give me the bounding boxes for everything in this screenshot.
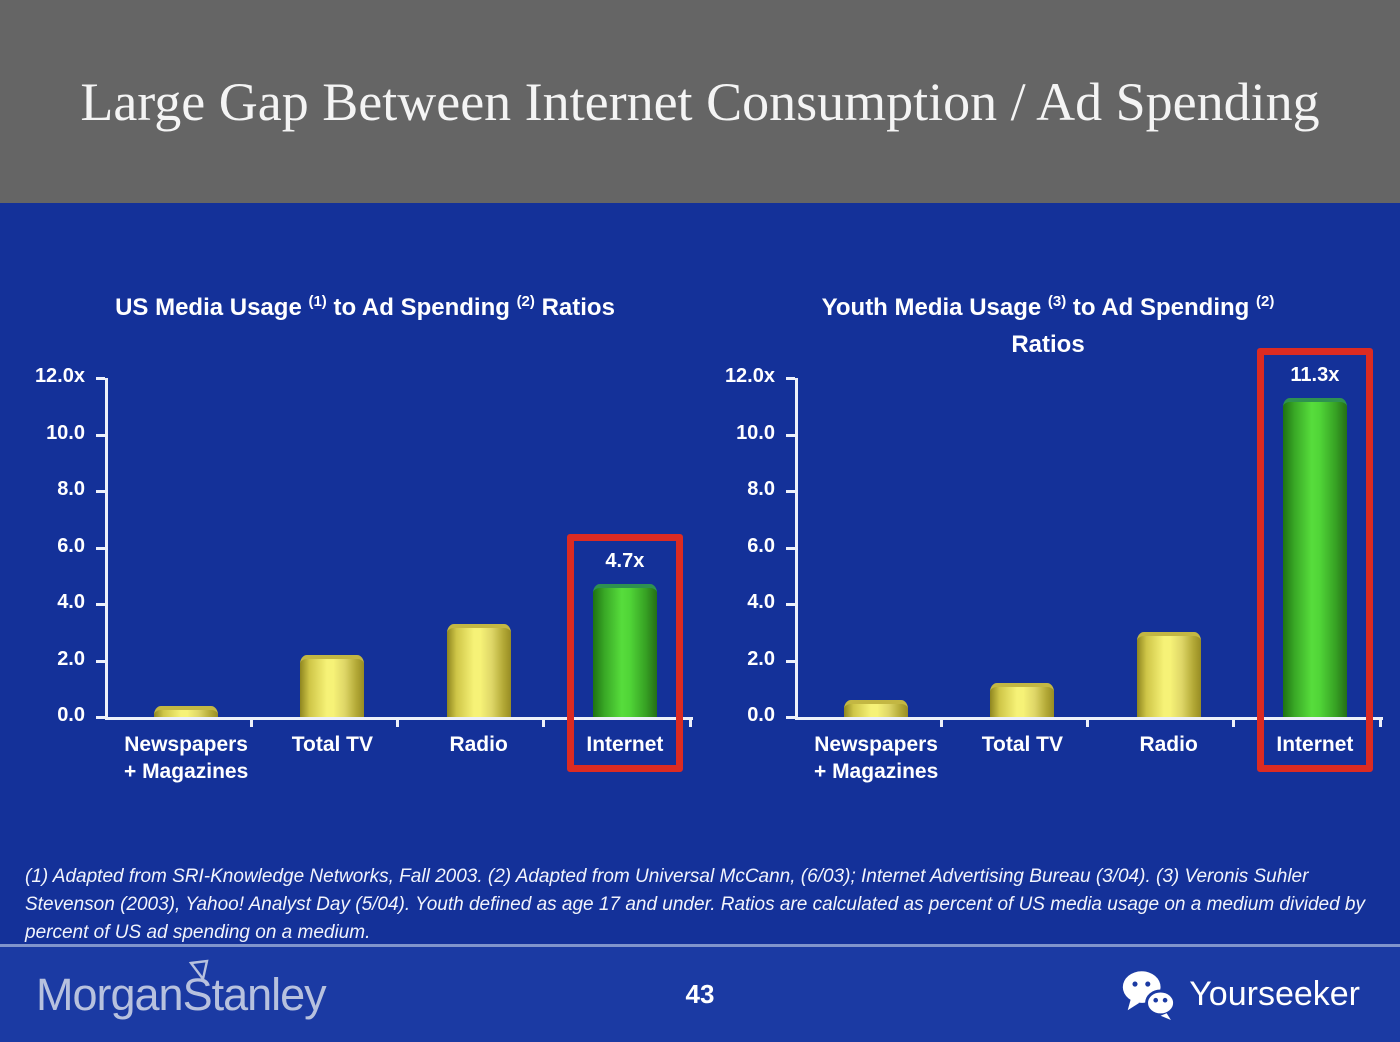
- x-axis-tick: [1378, 717, 1382, 727]
- x-axis-line: [795, 717, 1383, 720]
- category-label-newspapers-magazines: Newspapers + Magazines: [123, 733, 249, 783]
- y-axis-line: [795, 378, 798, 720]
- title-text: Youth Media Usage: [821, 294, 1048, 321]
- y-tick-label: 8.0: [57, 478, 85, 500]
- morgan-stanley-logo: MorganStanley: [36, 959, 327, 1021]
- y-axis-tick: [96, 546, 105, 550]
- morgan-stanley-logo-part2: Stanley: [182, 968, 327, 1020]
- title-superscript: (2): [516, 293, 535, 310]
- x-axis-tick: [688, 717, 692, 727]
- footnote: (1) Adapted from SRI-Knowledge Networks,…: [25, 866, 1365, 943]
- highlight-value-label: 11.3x: [1290, 363, 1340, 386]
- title-superscript: (3): [1047, 293, 1067, 310]
- bar-newspapers-magazines: [154, 705, 219, 717]
- title-text: to Ad Spending: [326, 294, 517, 321]
- y-axis-tick: [786, 377, 795, 380]
- y-tick-label: 2.0: [747, 647, 775, 670]
- y-axis-tick: [96, 490, 105, 493]
- us-media-usage-chart: 12.0x 10.0 8.0 6.0 4.0 2.0 0.0 Newspapers + Mag…: [35, 365, 693, 783]
- x-axis-tick: [249, 717, 253, 727]
- y-tick-label: 4.0: [57, 591, 85, 613]
- page-number: 43: [685, 979, 715, 1009]
- category-label-radio: Radio: [1139, 733, 1198, 756]
- youth-media-usage-chart: 12.0x 10.0 8.0 6.0 4.0 2.0 0.0 Newspapers + Mag…: [725, 347, 1383, 783]
- bar-total-tv: [300, 654, 365, 717]
- highlight-red-box: [566, 534, 683, 772]
- x-axis-tick: [939, 717, 943, 727]
- category-label-radio: Radio: [449, 733, 508, 756]
- y-axis-tick: [96, 659, 105, 663]
- y-axis-line: [105, 378, 108, 720]
- category-label-internet: Internet: [1276, 733, 1354, 756]
- y-axis-tick: [786, 603, 795, 606]
- y-tick-label: 0.0: [747, 704, 775, 726]
- category-label-total-tv: Total TV: [981, 733, 1064, 756]
- title-text: US Media Usage: [115, 294, 309, 321]
- y-axis-tick: [786, 716, 795, 719]
- yourseeker-label: Yourseeker: [1189, 975, 1360, 1013]
- bar-radio: [446, 623, 511, 717]
- yourseeker-brand: Yourseeker: [1121, 970, 1360, 1020]
- morgan-stanley-triangle-icon: [188, 959, 209, 982]
- highlight-red-box: [1256, 347, 1373, 772]
- title-text: Ratios: [1011, 331, 1085, 358]
- x-axis-tick: [396, 717, 399, 727]
- x-axis-tick: [1086, 717, 1089, 727]
- y-axis-tick: [96, 433, 105, 437]
- title-text: to Ad Spending: [1066, 294, 1256, 321]
- y-axis-tick: [96, 603, 105, 606]
- y-tick-label: 0.0: [57, 704, 85, 726]
- y-axis-tick: [786, 433, 795, 437]
- wechat-icon: [1123, 970, 1177, 1020]
- category-label-internet: Internet: [586, 733, 664, 756]
- title-text: Ratios: [534, 294, 615, 321]
- slide-body: US Media Usage (1) to Ad Spending (2) Ra…: [0, 203, 1400, 944]
- bar-radio: [1136, 632, 1201, 717]
- category-label-newspapers-magazines: Newspapers + Magazines: [813, 733, 939, 783]
- x-axis-tick: [1232, 717, 1236, 727]
- y-tick-label: 12.0x: [724, 365, 775, 387]
- y-tick-label: 4.0: [747, 591, 775, 613]
- title-superscript: (2): [1256, 293, 1275, 310]
- y-axis-tick: [96, 377, 105, 380]
- bar-newspapers-magazines: [844, 700, 909, 717]
- y-tick-label: 12.0x: [34, 365, 85, 387]
- y-tick-label: 10.0: [736, 421, 775, 444]
- x-axis-tick: [542, 717, 546, 727]
- slide-header: Large Gap Between Internet Consumption /…: [0, 0, 1400, 203]
- y-axis-tick: [786, 546, 795, 550]
- youth-media-chart-title: Youth Media Usage (3) to Ad Spending (2)…: [758, 291, 1338, 362]
- slide-title: Large Gap Between Internet Consumption /…: [80, 71, 1320, 132]
- bar-total-tv: [990, 683, 1055, 717]
- y-tick-label: 10.0: [46, 421, 85, 444]
- us-media-chart-title: US Media Usage (1) to Ad Spending (2) Ra…: [40, 291, 690, 328]
- morgan-stanley-logo-part1: Morgan: [36, 968, 184, 1020]
- y-axis-tick: [786, 490, 795, 493]
- y-axis-tick: [96, 716, 105, 719]
- y-tick-label: 6.0: [57, 534, 85, 557]
- bar-internet: [1282, 397, 1347, 717]
- y-tick-label: 6.0: [747, 534, 775, 557]
- bar-internet: [592, 584, 657, 717]
- category-label-total-tv: Total TV: [291, 733, 374, 756]
- title-superscript: (1): [308, 293, 327, 310]
- y-axis-tick: [786, 659, 795, 663]
- x-axis-line: [105, 717, 693, 720]
- y-tick-label: 2.0: [57, 647, 85, 670]
- y-tick-label: 8.0: [747, 478, 775, 500]
- slide-footer: MorganStanley 43 Yourseeker: [0, 944, 1400, 1042]
- highlight-value-label: 4.7x: [605, 550, 645, 573]
